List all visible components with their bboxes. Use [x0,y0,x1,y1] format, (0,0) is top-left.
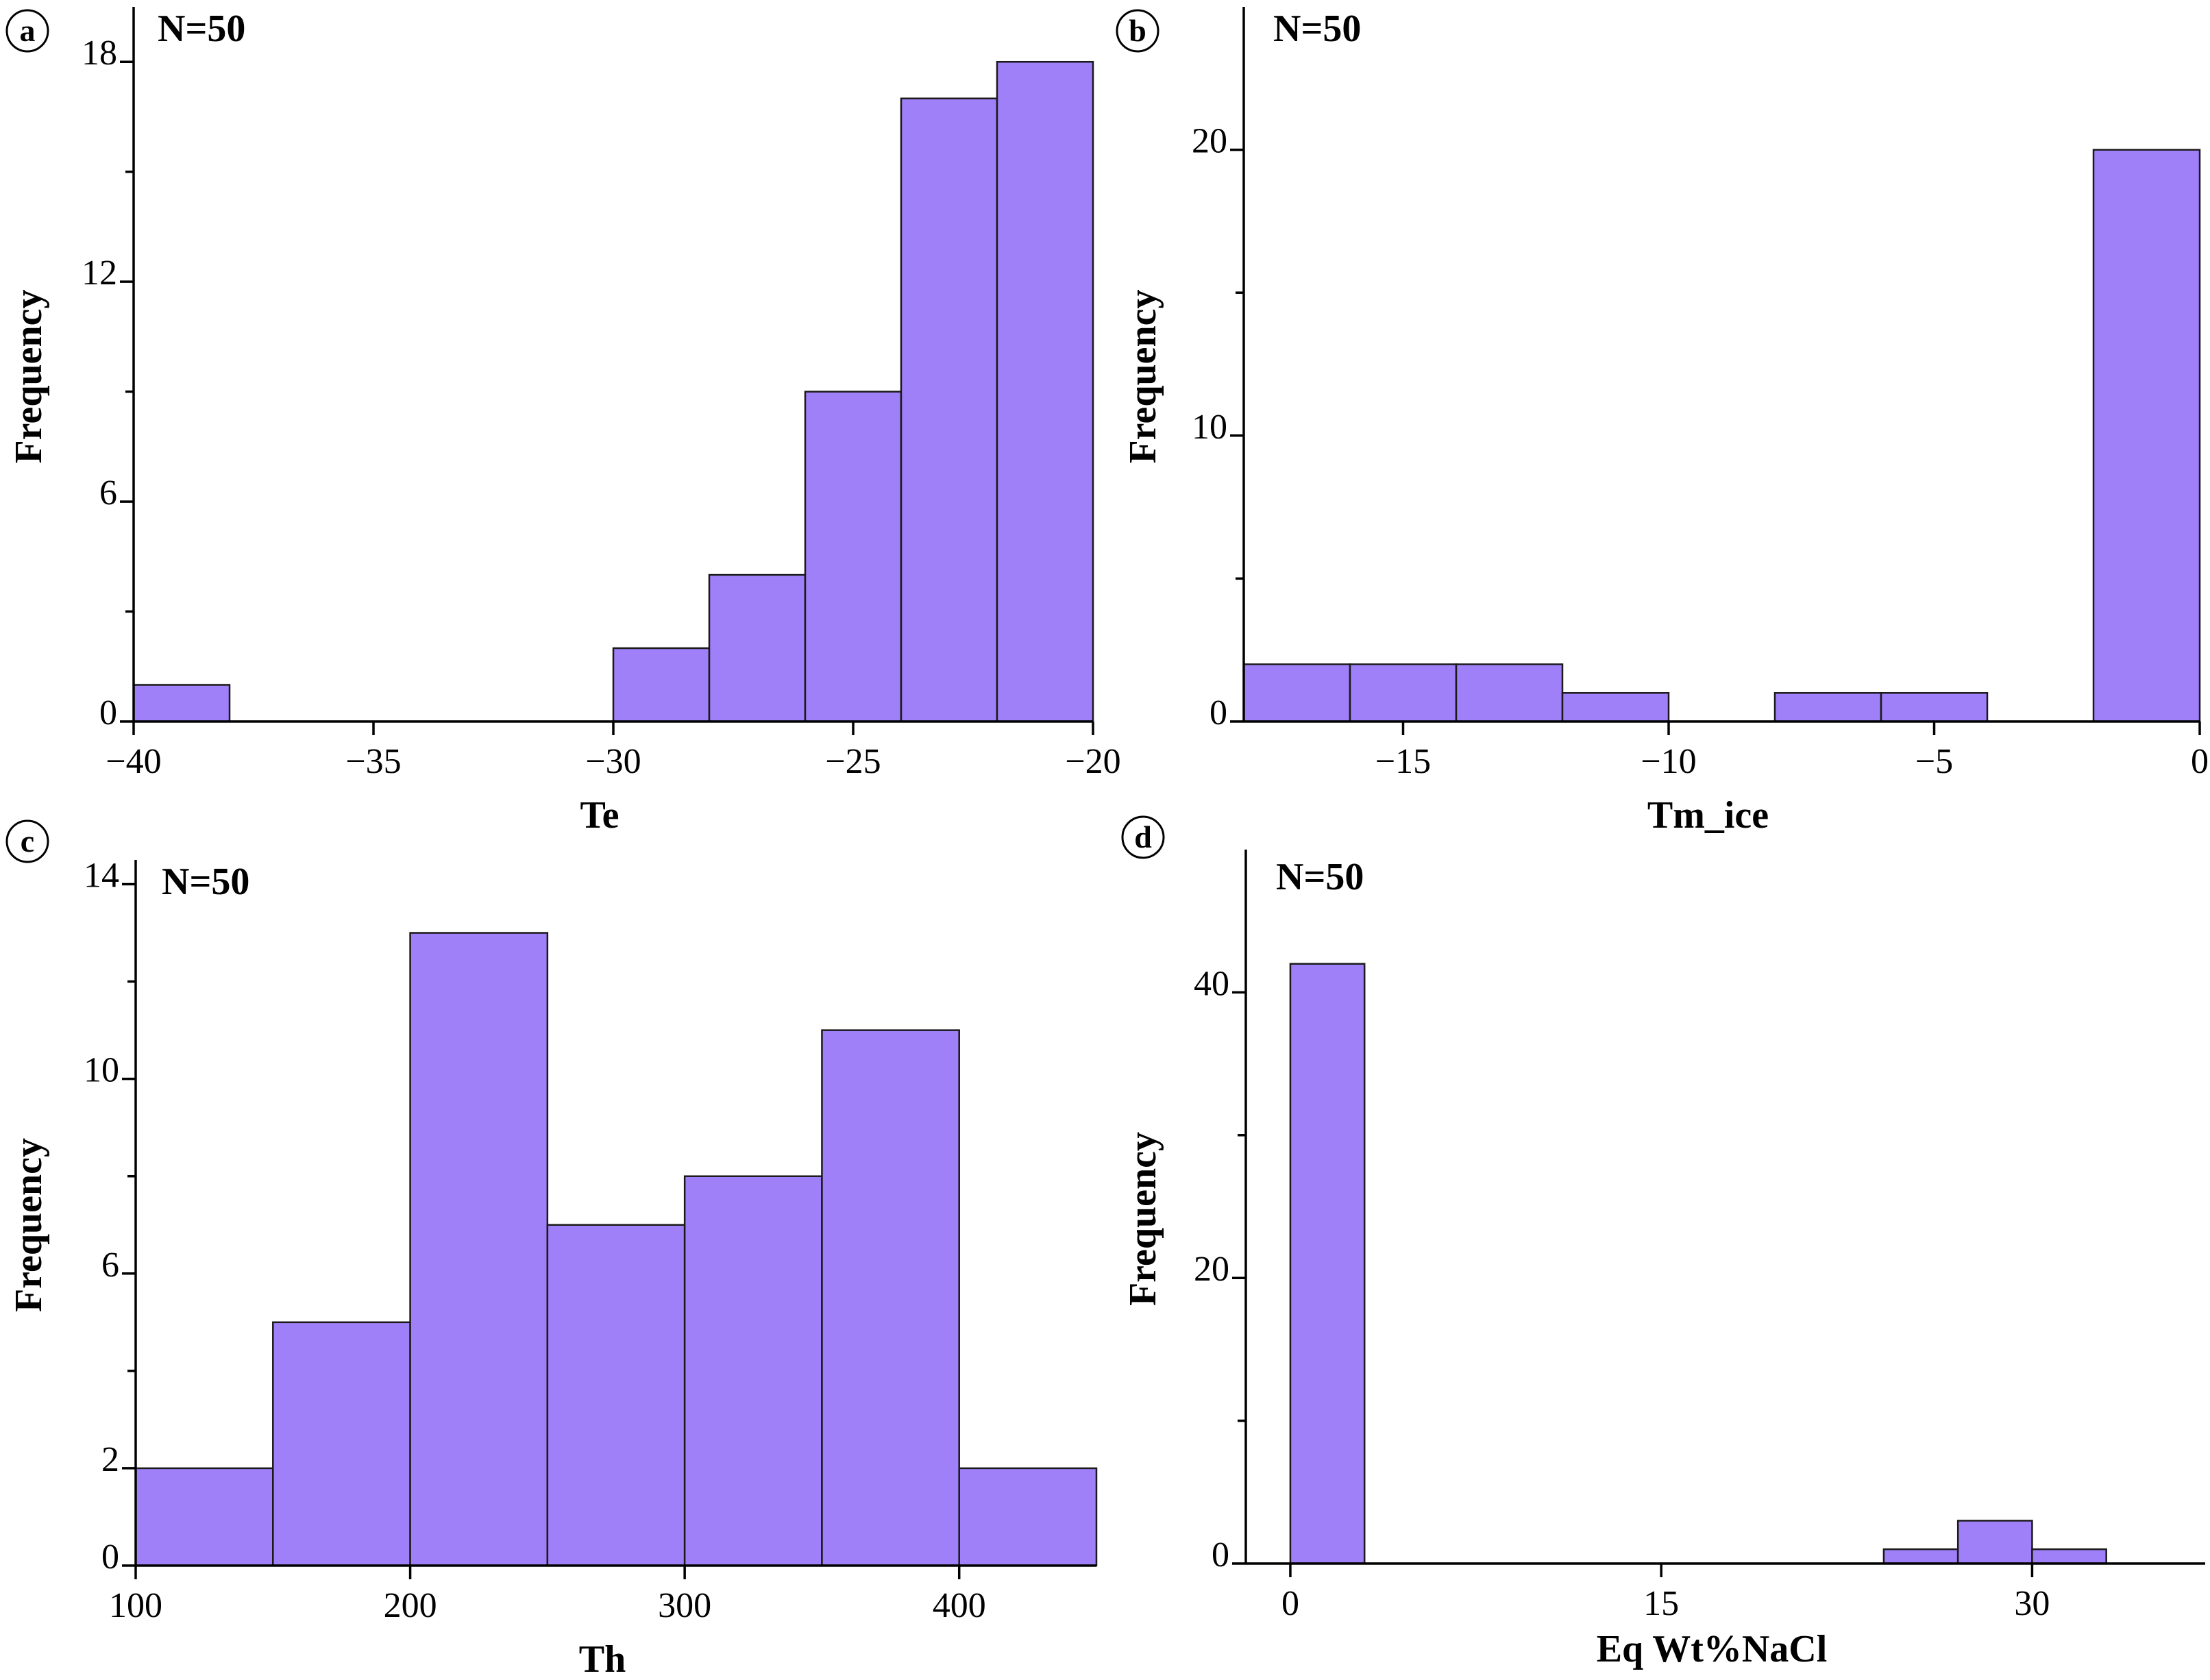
sample-size-label: N=50 [1273,8,1361,50]
panel-c-histogram-th: 0 2 6 10 14 100 200 300 400 Th Frequency N=50 c [5,819,1098,1680]
y-tick-label: 20 [1192,122,1227,161]
histogram-bar [900,97,998,723]
histogram-bar [821,1029,960,1567]
histogram-bar [546,1224,686,1567]
y-axis-label: Frequency [8,1138,50,1312]
panel-letter-circle [5,9,49,53]
panel-d-histogram-eq-wt-nacl: 0 20 40 0 15 30 Eq Wt%NaCl Frequency N=50 d [1121,815,2205,1670]
x-tick-label: −30 [585,742,641,781]
y-tick-label: 40 [1194,964,1229,1003]
x-tick-label: −10 [1641,742,1696,781]
histogram-bar [1289,963,1366,1565]
y-tick-label: 12 [82,254,117,293]
histogram-bar [1956,1520,2033,1565]
x-tick-label: 400 [933,1586,986,1625]
x-tick-label: −25 [825,742,881,781]
y-tick-label: 2 [101,1440,119,1479]
y-tick-label: 0 [1210,693,1227,732]
y-tick-label: 6 [101,1246,119,1285]
x-axis-label: Tm_ice [1647,794,1769,837]
x-tick-label: 30 [2014,1584,2050,1623]
histogram-bar [1561,692,1670,723]
y-tick-label: 0 [99,693,117,732]
histogram-bar [1349,663,1458,723]
x-tick-label: −35 [345,742,401,781]
x-tick-label: 200 [384,1586,437,1625]
y-tick-label: 10 [84,1051,119,1090]
histogram-bar [996,60,1094,723]
x-tick-label: −40 [106,742,161,781]
histogram-bar [1773,692,1882,723]
y-tick-label: 0 [101,1537,119,1577]
histogram-bar [612,647,711,723]
y-tick-label: 10 [1192,408,1227,447]
panel-letter-circle [5,819,49,863]
y-tick-label: 0 [1212,1535,1229,1574]
y-tick-label: 14 [84,856,119,895]
x-axis-label: Th [579,1638,626,1680]
histogram-bar [134,1467,274,1567]
y-axis-label: Frequency [1122,289,1164,463]
sample-size-label: N=50 [162,861,249,903]
panel-letter: b [1129,13,1146,48]
y-tick-label: 20 [1194,1250,1229,1289]
panel-letter-circle [1121,815,1165,859]
histogram-bar [409,932,549,1567]
x-tick-label: 0 [2191,742,2209,781]
histogram-bar [958,1467,1098,1567]
x-tick-label: −20 [1065,742,1120,781]
histogram-bar [1242,663,1351,723]
panel-letter: c [21,824,34,858]
histogram-bar [708,573,807,723]
x-axis-label: Eq Wt%NaCl [1597,1628,1828,1670]
histogram-bar [2031,1548,2107,1565]
panel-letter: d [1134,819,1152,854]
sample-size-label: N=50 [158,8,245,50]
histogram-bar [272,1321,411,1567]
panel-a-histogram-te: 0 6 12 18 −40 −35 −30 −25 −20 Te Frequency N=50 a [5,7,1121,837]
x-tick-label: 15 [1643,1584,1679,1623]
panel-letter-circle [1116,9,1159,53]
sample-size-label: N=50 [1276,856,1364,898]
histogram-bar [2092,149,2201,723]
histogram-bar [1880,692,1989,723]
histogram-bar [132,684,231,723]
y-axis-label: Frequency [1122,1132,1164,1306]
panel-letter: a [20,13,36,48]
x-tick-label: 300 [658,1586,711,1625]
histogram-bar [1455,663,1564,723]
x-tick-label: 0 [1281,1584,1299,1623]
y-tick-label: 6 [99,473,117,512]
x-tick-label: 100 [109,1586,162,1625]
histogram-bar [804,391,903,723]
histogram-bar [683,1175,823,1567]
y-axis-label: Frequency [8,289,50,463]
x-tick-label: −5 [1915,742,1953,781]
panel-b-histogram-tm-ice: 0 10 20 −15 −10 −5 0 Tm_ice Frequency N=50 b [1116,7,2209,837]
y-tick-label: 18 [82,34,117,73]
histogram-bar [1882,1548,1959,1565]
x-tick-label: −15 [1375,742,1431,781]
x-axis-label: Te [580,794,619,837]
